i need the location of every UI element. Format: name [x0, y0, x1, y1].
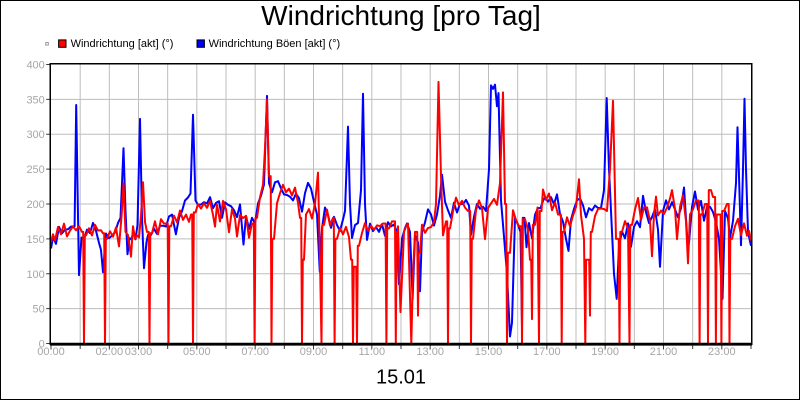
svg-text:0: 0	[39, 339, 45, 351]
svg-text:300: 300	[26, 129, 44, 141]
svg-text:03:00: 03:00	[125, 346, 153, 358]
svg-text:05:00: 05:00	[183, 346, 211, 358]
svg-text:09:00: 09:00	[300, 346, 328, 358]
svg-text:100: 100	[26, 269, 44, 281]
svg-text:02:00: 02:00	[96, 346, 124, 358]
svg-text:00:00: 00:00	[37, 346, 65, 358]
svg-text:13:00: 13:00	[416, 346, 444, 358]
svg-text:400: 400	[26, 60, 44, 72]
svg-text:150: 150	[26, 234, 44, 246]
svg-text:17:00: 17:00	[533, 346, 561, 358]
svg-text:11:00: 11:00	[358, 346, 385, 358]
svg-text:15.01: 15.01	[376, 367, 426, 389]
svg-text:200: 200	[26, 199, 44, 211]
svg-text:19:00: 19:00	[591, 346, 619, 358]
svg-text:23:00: 23:00	[708, 346, 736, 358]
svg-text:Windrichtung [akt] (°): Windrichtung [akt] (°)	[71, 38, 174, 50]
svg-text:15:00: 15:00	[475, 346, 503, 358]
svg-text:Windrichtung [pro Tag]: Windrichtung [pro Tag]	[261, 1, 541, 31]
svg-text:21:00: 21:00	[650, 346, 678, 358]
svg-text:50: 50	[33, 304, 45, 316]
svg-text:350: 350	[26, 94, 44, 106]
svg-text:250: 250	[26, 164, 44, 176]
svg-text:07:00: 07:00	[241, 346, 269, 358]
svg-text:Windrichtung Böen [akt] (°): Windrichtung Böen [akt] (°)	[209, 38, 341, 50]
